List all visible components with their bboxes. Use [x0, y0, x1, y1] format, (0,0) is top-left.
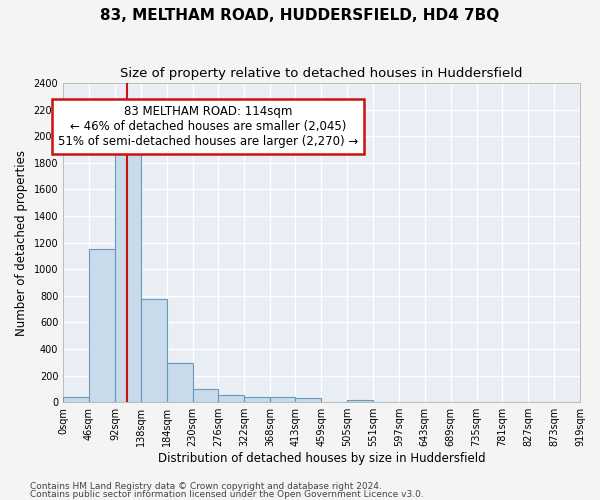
- Bar: [295, 398, 322, 402]
- Bar: [193, 389, 218, 402]
- Bar: [141, 299, 167, 402]
- Bar: [244, 397, 270, 402]
- Bar: [347, 400, 373, 402]
- Y-axis label: Number of detached properties: Number of detached properties: [15, 150, 28, 336]
- Bar: [167, 363, 193, 402]
- Text: 83, MELTHAM ROAD, HUDDERSFIELD, HD4 7BQ: 83, MELTHAM ROAD, HUDDERSFIELD, HD4 7BQ: [100, 8, 500, 22]
- Bar: [63, 397, 89, 402]
- Bar: [115, 139, 141, 402]
- Text: 83 MELTHAM ROAD: 114sqm
← 46% of detached houses are smaller (2,045)
51% of semi: 83 MELTHAM ROAD: 114sqm ← 46% of detache…: [58, 106, 358, 148]
- X-axis label: Distribution of detached houses by size in Huddersfield: Distribution of detached houses by size …: [158, 452, 485, 465]
- Text: Contains public sector information licensed under the Open Government Licence v3: Contains public sector information licen…: [30, 490, 424, 499]
- Title: Size of property relative to detached houses in Huddersfield: Size of property relative to detached ho…: [121, 68, 523, 80]
- Bar: [89, 250, 115, 402]
- Bar: [218, 395, 244, 402]
- Bar: [270, 397, 295, 402]
- Text: Contains HM Land Registry data © Crown copyright and database right 2024.: Contains HM Land Registry data © Crown c…: [30, 482, 382, 491]
